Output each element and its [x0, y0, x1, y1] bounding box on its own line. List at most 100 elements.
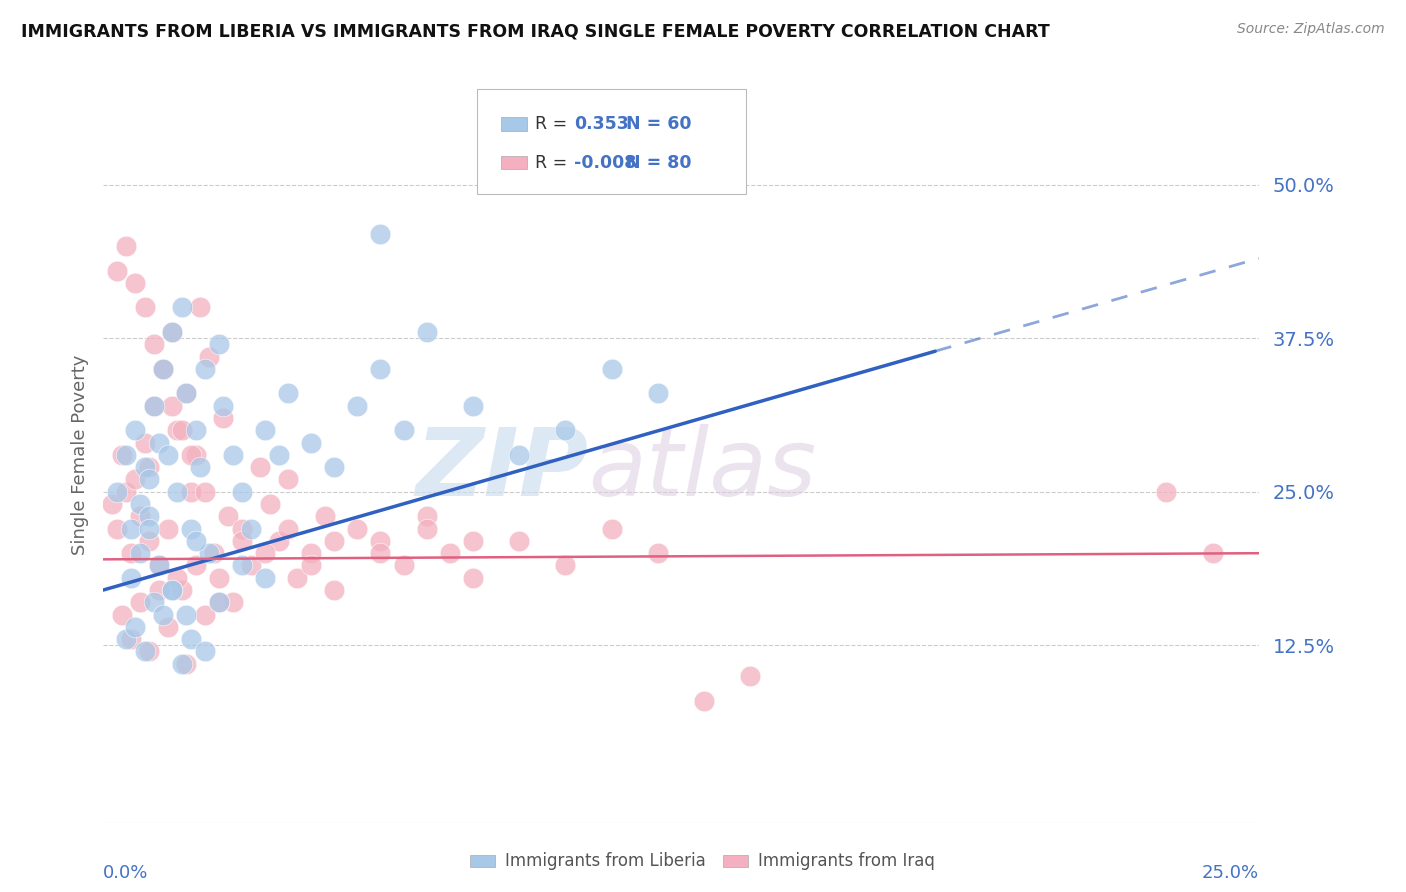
Point [212, 399, 235, 413]
Y-axis label: Single Female Poverty: Single Female Poverty [72, 355, 89, 555]
Point [162, 325, 184, 339]
Point [299, 435, 322, 450]
Point [134, 460, 156, 475]
Point [129, 497, 152, 511]
Text: 0.0%: 0.0% [103, 864, 149, 882]
Point [253, 571, 276, 585]
Point [176, 607, 198, 622]
Point [370, 227, 392, 241]
Point [217, 509, 239, 524]
Point [115, 239, 138, 253]
Point [170, 301, 193, 315]
Point [277, 473, 299, 487]
Point [176, 657, 198, 671]
Point [194, 644, 217, 658]
Point [124, 276, 146, 290]
Point [299, 558, 322, 573]
Text: N = 60: N = 60 [627, 115, 692, 134]
Point [259, 497, 281, 511]
Point [194, 607, 217, 622]
Point [600, 522, 623, 536]
Point [105, 522, 128, 536]
Point [148, 583, 170, 598]
Point [129, 595, 152, 609]
Point [647, 386, 669, 401]
Point [124, 620, 146, 634]
Point [392, 423, 415, 437]
Point [323, 583, 346, 598]
Point [134, 644, 156, 658]
Point [120, 571, 142, 585]
Point [180, 632, 202, 647]
Point [231, 533, 253, 548]
Point [138, 460, 160, 475]
Text: IMMIGRANTS FROM LIBERIA VS IMMIGRANTS FROM IRAQ SINGLE FEMALE POVERTY CORRELATIO: IMMIGRANTS FROM LIBERIA VS IMMIGRANTS FR… [21, 22, 1050, 40]
Point [370, 546, 392, 560]
Point [115, 632, 138, 647]
Point [198, 350, 221, 364]
Point [115, 448, 138, 462]
Point [285, 571, 308, 585]
Point [198, 546, 221, 560]
Text: 25.0%: 25.0% [1202, 864, 1258, 882]
Point [194, 362, 217, 376]
Point [461, 571, 484, 585]
Point [170, 423, 193, 437]
Point [110, 607, 132, 622]
Point [156, 620, 179, 634]
Point [212, 411, 235, 425]
Point [148, 435, 170, 450]
Point [240, 522, 263, 536]
Point [392, 558, 415, 573]
Point [138, 509, 160, 524]
Point [138, 522, 160, 536]
Point [170, 583, 193, 598]
Point [370, 533, 392, 548]
Point [188, 460, 211, 475]
Point [231, 484, 253, 499]
Point [277, 522, 299, 536]
Point [162, 399, 184, 413]
Point [1156, 484, 1178, 499]
Point [152, 362, 174, 376]
Point [120, 546, 142, 560]
Point [105, 263, 128, 277]
Point [101, 497, 124, 511]
Point [267, 448, 290, 462]
Point [138, 473, 160, 487]
Point [508, 533, 530, 548]
Point [253, 546, 276, 560]
Point [110, 448, 132, 462]
Point [176, 386, 198, 401]
Point [152, 362, 174, 376]
Point [162, 325, 184, 339]
Point [148, 558, 170, 573]
Text: N = 80: N = 80 [627, 153, 692, 172]
Point [180, 448, 202, 462]
Point [166, 484, 188, 499]
Point [143, 595, 166, 609]
Point [170, 657, 193, 671]
Point [600, 362, 623, 376]
Point [740, 669, 762, 683]
Point [129, 546, 152, 560]
Point [208, 337, 231, 351]
Point [180, 484, 202, 499]
Point [231, 558, 253, 573]
Point [240, 558, 263, 573]
Point [143, 337, 166, 351]
Point [277, 386, 299, 401]
Point [461, 533, 484, 548]
Point [124, 423, 146, 437]
Point [314, 509, 336, 524]
Text: R =: R = [536, 153, 572, 172]
Point [166, 571, 188, 585]
Point [120, 522, 142, 536]
Point [221, 448, 243, 462]
Point [253, 423, 276, 437]
Point [221, 595, 243, 609]
Text: 0.353: 0.353 [575, 115, 630, 134]
Point [267, 533, 290, 548]
Text: -0.008: -0.008 [575, 153, 637, 172]
Point [249, 460, 271, 475]
